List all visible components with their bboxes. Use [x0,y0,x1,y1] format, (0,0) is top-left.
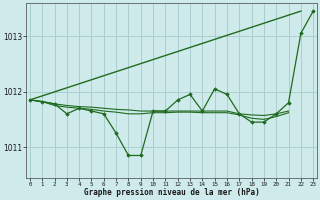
X-axis label: Graphe pression niveau de la mer (hPa): Graphe pression niveau de la mer (hPa) [84,188,260,197]
